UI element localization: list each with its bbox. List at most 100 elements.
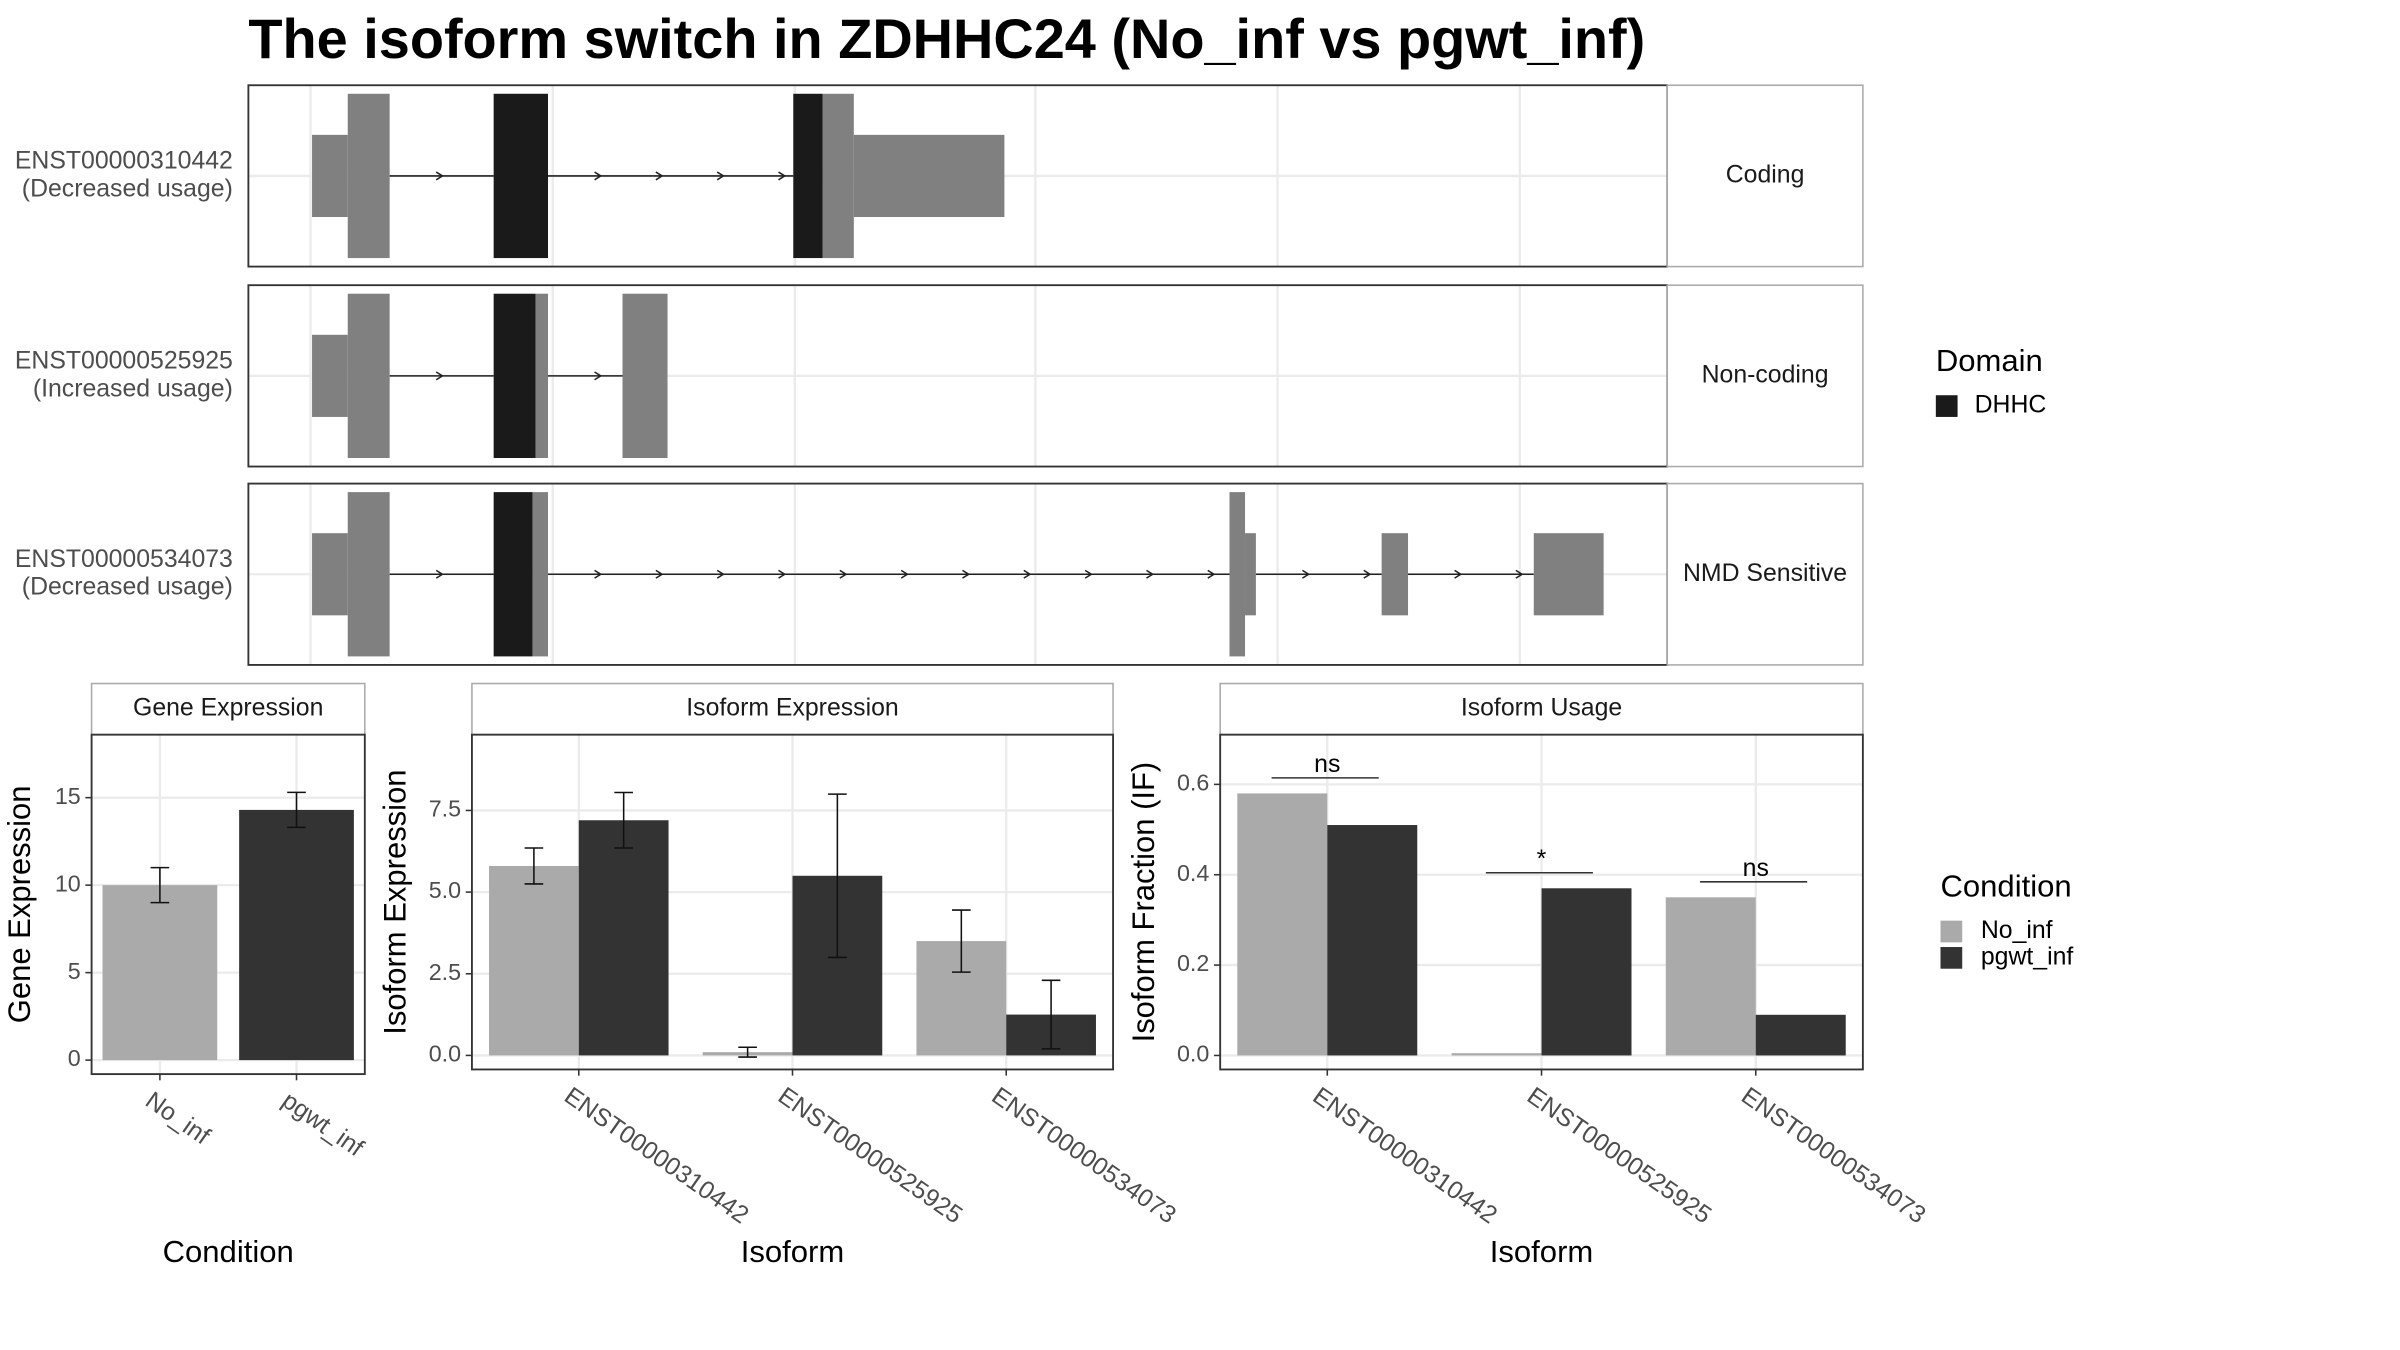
strand-arrow — [839, 569, 848, 579]
domain-exon — [493, 93, 548, 259]
y-axis-label: Gene Expression — [2, 786, 37, 1024]
transcript-name: ENST00000525925 — [15, 347, 233, 374]
legend-entry: No_inf — [1981, 917, 2053, 944]
panel-title: Isoform Usage — [1461, 695, 1622, 722]
y-tick-label: 10 — [55, 870, 81, 896]
transcript-name: ENST00000310442 — [15, 148, 233, 175]
legend-title: Condition — [1940, 868, 2071, 903]
strip — [1666, 284, 1864, 468]
y-tick-label: 7.5 — [429, 796, 461, 822]
strand-arrow — [655, 171, 664, 181]
legend-entry: pgwt_inf — [1981, 943, 2074, 970]
legend-entry: DHHC — [1975, 392, 2047, 419]
strand-arrow — [1302, 569, 1311, 579]
significance-label: * — [1537, 846, 1547, 873]
exon — [347, 93, 390, 259]
strip-label: Non-coding — [1702, 361, 1829, 388]
bar — [1541, 888, 1632, 1056]
strip — [1219, 682, 1864, 736]
figure-title: The isoform switch in ZDHHC24 (No_inf vs… — [248, 7, 1645, 70]
error-bar — [614, 791, 633, 849]
strip — [1666, 84, 1864, 268]
bar — [102, 885, 218, 1061]
exon — [1381, 533, 1409, 616]
strand-arrow — [655, 569, 664, 579]
strand-arrow — [594, 171, 603, 181]
strand-arrow — [900, 569, 909, 579]
strand-arrow — [778, 569, 787, 579]
strip-label: Coding — [1726, 161, 1805, 188]
y-tick-label: 2.5 — [429, 959, 461, 985]
x-tick-label: ENST00000525925 — [1522, 1082, 1716, 1229]
bar — [1451, 1053, 1542, 1056]
strand-arrow — [1515, 569, 1524, 579]
exon — [622, 293, 668, 459]
bar — [1237, 793, 1328, 1056]
x-axis-label: Condition — [163, 1234, 294, 1269]
transcript-usage: (Decreased usage) — [22, 175, 233, 202]
exon — [347, 492, 390, 657]
exon — [1229, 492, 1246, 657]
y-tick-label: 0.2 — [1177, 950, 1209, 976]
exon — [853, 134, 1005, 217]
x-tick-label: No_inf — [140, 1087, 214, 1150]
x-tick-label: ENST00000534073 — [987, 1082, 1181, 1229]
significance-label: ns — [1314, 751, 1340, 778]
bar — [1327, 825, 1418, 1056]
strand-arrow — [1084, 569, 1093, 579]
x-axis-label: Isoform — [741, 1234, 844, 1269]
error-bar — [150, 866, 170, 904]
exon — [312, 533, 348, 616]
y-tick-label: 0.4 — [1177, 860, 1209, 886]
transcript-usage: (Decreased usage) — [22, 574, 233, 601]
strand-arrow — [1023, 569, 1032, 579]
panel-title: Isoform Expression — [686, 695, 898, 722]
bar — [578, 820, 669, 1056]
exon — [535, 293, 548, 459]
exon — [312, 334, 348, 417]
bar — [489, 865, 579, 1056]
x-tick-label: ENST00000534073 — [1736, 1082, 1930, 1229]
domain-exon — [493, 492, 533, 657]
strand-arrow — [1363, 569, 1372, 579]
exon — [1245, 533, 1256, 616]
x-tick-label: ENST00000310442 — [1308, 1082, 1502, 1229]
y-axis-label: Isoform Expression — [378, 769, 413, 1034]
strand-arrow — [435, 371, 444, 381]
panel-border — [90, 733, 366, 1076]
error-bar — [287, 791, 306, 829]
strip — [90, 682, 366, 736]
legend-swatch — [1940, 947, 1963, 969]
strand-arrow — [435, 171, 444, 181]
strip — [1666, 482, 1864, 666]
panel-title: Gene Expression — [133, 695, 323, 722]
x-tick-label: pgwt_inf — [277, 1087, 368, 1162]
transcript-name: ENST00000534073 — [15, 546, 233, 573]
x-tick-label: ENST00000525925 — [773, 1082, 967, 1229]
strand-arrow — [962, 569, 971, 579]
error-bar — [952, 909, 971, 973]
legend-swatch — [1940, 920, 1963, 943]
strand-arrow — [716, 569, 725, 579]
domain-exon — [793, 93, 823, 259]
exon — [1533, 533, 1604, 616]
y-tick-label: 5 — [68, 958, 81, 984]
error-bar — [1041, 979, 1061, 1050]
exon — [532, 492, 548, 657]
bar — [1755, 1014, 1846, 1056]
strand-arrow — [594, 569, 603, 579]
legend-swatch — [1935, 395, 1958, 417]
strand-arrow — [1146, 569, 1155, 579]
bar — [1665, 897, 1756, 1056]
y-tick-label: 0 — [68, 1045, 81, 1071]
strand-arrow — [1454, 569, 1463, 579]
strand-arrow — [1207, 569, 1216, 579]
exon — [312, 134, 348, 217]
x-tick-label: ENST00000310442 — [559, 1082, 753, 1229]
bar — [239, 809, 354, 1061]
strand-arrow — [435, 569, 444, 579]
strand-arrow — [716, 171, 725, 181]
y-tick-label: 5.0 — [429, 877, 461, 903]
